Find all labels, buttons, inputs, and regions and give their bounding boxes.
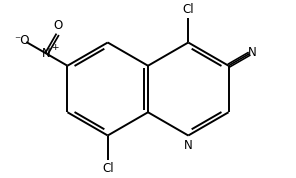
- Text: N: N: [42, 47, 51, 60]
- Text: ⁻O: ⁻O: [14, 34, 29, 47]
- Text: N: N: [184, 139, 193, 152]
- Text: Cl: Cl: [102, 162, 114, 175]
- Text: Cl: Cl: [182, 3, 194, 16]
- Text: +: +: [51, 43, 59, 52]
- Text: O: O: [53, 19, 62, 32]
- Text: N: N: [247, 46, 256, 59]
